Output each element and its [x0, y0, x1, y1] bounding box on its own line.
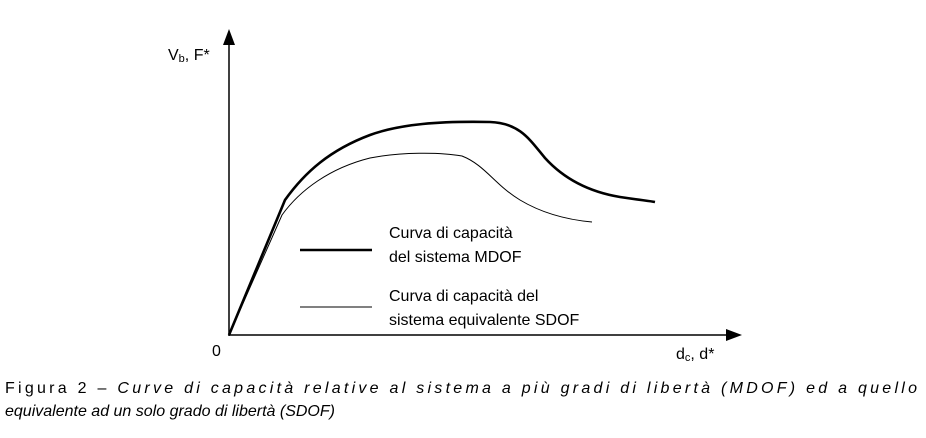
- y-label-sub: b: [179, 53, 185, 65]
- origin-label: 0: [212, 343, 221, 360]
- y-axis-label: Vb, F*: [168, 47, 210, 65]
- mdof-curve: [227, 120, 656, 336]
- y-label-rest: , F*: [185, 47, 210, 64]
- x-arrow: [726, 329, 742, 341]
- x-label-sub: c: [685, 352, 691, 364]
- legend-text: Curva di capacità: [389, 225, 513, 242]
- caption-label: Figura 2 –: [5, 380, 114, 397]
- legend-text: Curva di capacità del: [389, 288, 538, 305]
- x-axis-label: dc, d*: [676, 346, 714, 364]
- y-arrow: [223, 29, 235, 45]
- caption-line: Figura 2 – Curve di capacità relative al…: [5, 380, 917, 397]
- x-label-main: d: [676, 346, 685, 363]
- caption-text: Curve di capacità relative al sistema a …: [117, 380, 917, 397]
- sdof-curve: [228, 152, 593, 336]
- legend-text: del sistema MDOF: [389, 249, 522, 266]
- legend-text: sistema equivalente SDOF: [389, 312, 580, 329]
- x-label-rest: , d*: [690, 346, 714, 363]
- caption-line: equivalente ad un solo grado di libertà …: [5, 403, 335, 420]
- y-label-main: V: [168, 47, 179, 64]
